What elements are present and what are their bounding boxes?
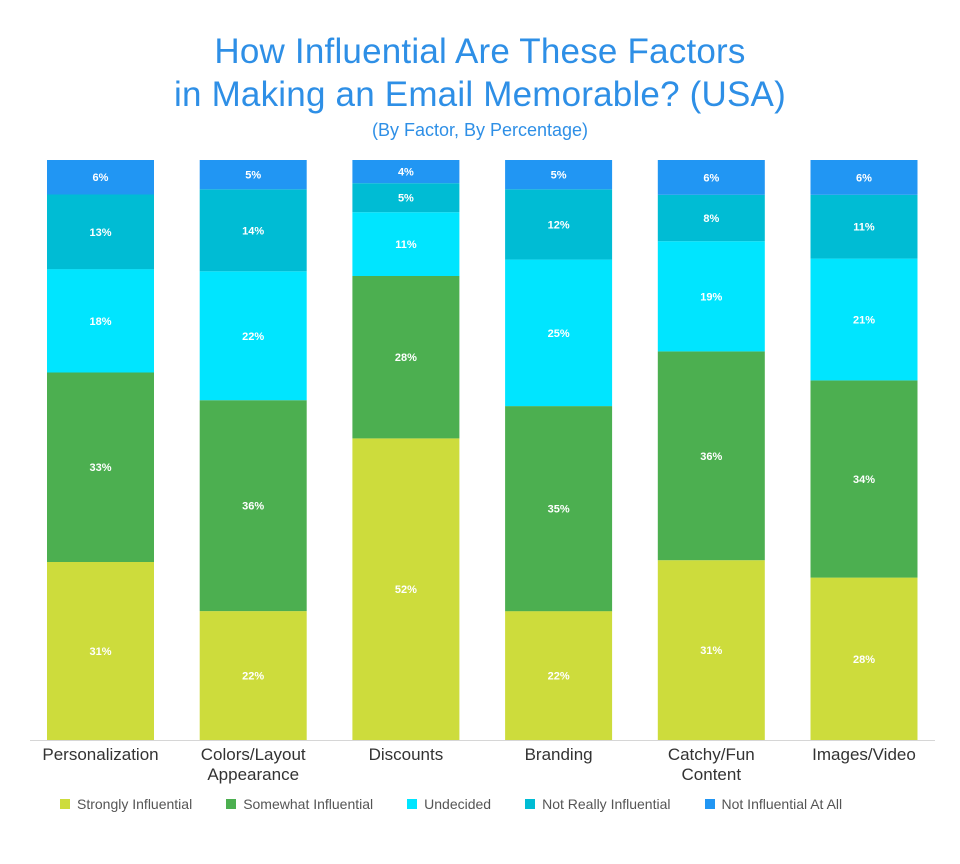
- data-label-discounts-not-really-influential: 5%: [398, 193, 414, 205]
- data-label-colors-layout-appearance-strongly-influential: 22%: [242, 671, 264, 683]
- bar-segment-images-video-not-really-influential: [810, 194, 918, 259]
- data-label-images-video-somewhat-influential: 34%: [853, 474, 875, 486]
- legend-label-somewhat-influential: Somewhat Influential: [243, 796, 374, 812]
- data-label-catchy-fun-content-not-influential-at-all: 6%: [703, 172, 719, 184]
- data-label-discounts-strongly-influential: 52%: [395, 584, 417, 596]
- chart-title-block: How Influential Are These Factors in Mak…: [0, 30, 960, 142]
- bar-segment-images-video-undecided: [810, 258, 918, 381]
- data-label-branding-strongly-influential: 22%: [548, 671, 570, 683]
- data-label-discounts-undecided: 11%: [395, 239, 417, 251]
- category-label-colors-layout-appearance-line-2: Appearance: [207, 765, 299, 784]
- data-label-personalization-not-influential-at-all: 6%: [93, 172, 109, 184]
- data-label-catchy-fun-content-strongly-influential: 31%: [700, 645, 722, 657]
- legend-item-not-really-influential: Not Really Influential: [525, 796, 671, 812]
- data-label-images-video-not-influential-at-all: 6%: [856, 172, 872, 184]
- legend-item-undecided: Undecided: [407, 796, 491, 812]
- bar-segment-discounts-undecided: [352, 212, 460, 276]
- legend-label-not-really-influential: Not Really Influential: [542, 796, 671, 812]
- data-label-catchy-fun-content-not-really-influential: 8%: [703, 213, 719, 225]
- bar-segment-discounts-not-influential-at-all: [352, 160, 460, 184]
- data-label-colors-layout-appearance-undecided: 22%: [242, 331, 264, 343]
- bar-segment-personalization-strongly-influential: [47, 562, 154, 740]
- bar-segment-branding-somewhat-influential: [505, 406, 613, 612]
- legend-item-not-influential-at-all: Not Influential At All: [704, 796, 843, 812]
- bar-segment-images-video-somewhat-influential: [810, 380, 918, 578]
- bar-segment-personalization-undecided: [47, 269, 154, 373]
- bar-segment-images-video-strongly-influential: [810, 577, 918, 740]
- data-label-branding-not-really-influential: 12%: [548, 219, 570, 231]
- legend-item-somewhat-influential: Somewhat Influential: [226, 796, 373, 812]
- bar-segment-personalization-not-really-influential: [47, 194, 154, 270]
- bar-segment-colors-layout-appearance-somewhat-influential: [199, 400, 307, 612]
- data-label-branding-undecided: 25%: [548, 328, 570, 340]
- bar-segment-colors-layout-appearance-not-really-influential: [199, 189, 307, 272]
- category-label-images-video: Images/Video: [812, 745, 916, 764]
- data-label-branding-somewhat-influential: 35%: [548, 504, 570, 516]
- legend-swatch-not-influential-at-all: [704, 799, 715, 809]
- chart-title-line-1: How Influential Are These Factors: [214, 32, 746, 71]
- data-label-images-video-strongly-influential: 28%: [853, 654, 875, 666]
- data-label-colors-layout-appearance-not-influential-at-all: 5%: [245, 170, 261, 182]
- data-label-branding-not-influential-at-all: 5%: [551, 170, 567, 182]
- bar-segment-catchy-fun-content-not-influential-at-all: [657, 160, 765, 195]
- bar-segment-personalization-somewhat-influential: [47, 372, 154, 562]
- bar-segment-catchy-fun-content-somewhat-influential: [657, 351, 765, 561]
- category-label-personalization: Personalization: [42, 745, 158, 764]
- bar-segment-images-video-not-influential-at-all: [810, 160, 918, 195]
- bar-segment-branding-strongly-influential: [505, 611, 613, 740]
- chart-legend: Strongly Influential Somewhat Influential…: [60, 796, 940, 812]
- legend-label-strongly-influential: Strongly Influential: [77, 796, 193, 812]
- bar-segment-discounts-strongly-influential: [352, 438, 460, 740]
- data-label-catchy-fun-content-somewhat-influential: 36%: [700, 451, 722, 463]
- data-label-discounts-somewhat-influential: 28%: [395, 352, 417, 364]
- legend-label-undecided: Undecided: [424, 796, 492, 812]
- data-label-personalization-strongly-influential: 31%: [89, 646, 111, 658]
- data-label-images-video-undecided: 21%: [853, 315, 875, 327]
- data-label-colors-layout-appearance-not-really-influential: 14%: [242, 225, 264, 237]
- data-label-personalization-somewhat-influential: 33%: [89, 462, 111, 474]
- data-label-catchy-fun-content-undecided: 19%: [700, 291, 722, 303]
- data-label-images-video-not-really-influential: 11%: [853, 222, 875, 234]
- legend-swatch-not-really-influential: [525, 799, 536, 809]
- legend-label-not-influential-at-all: Not Influential At All: [721, 796, 843, 812]
- bar-segment-branding-not-influential-at-all: [505, 160, 613, 190]
- legend-swatch-strongly-influential: [60, 799, 70, 809]
- data-label-colors-layout-appearance-somewhat-influential: 36%: [242, 501, 264, 513]
- bar-segment-discounts-somewhat-influential: [352, 276, 460, 439]
- category-label-branding: Branding: [525, 745, 593, 764]
- bar-segment-colors-layout-appearance-undecided: [199, 271, 307, 401]
- category-label-catchy-fun-content-line-2: Content: [682, 765, 742, 784]
- category-label-colors-layout-appearance-line-1: Colors/Layout: [201, 745, 306, 764]
- bar-segment-catchy-fun-content-not-really-influential: [657, 194, 765, 242]
- bar-segment-personalization-not-influential-at-all: [47, 160, 154, 195]
- bar-segment-discounts-not-really-influential: [352, 183, 460, 213]
- bar-segment-branding-undecided: [505, 259, 613, 407]
- bar-segment-catchy-fun-content-strongly-influential: [657, 560, 765, 740]
- stacked-bar-chart: 31% 33% 18% 13% 6% Personalization 22% 36% 22% 14…: [30, 160, 935, 784]
- chart-title-line-2: in Making an Email Memorable? (USA): [174, 75, 786, 114]
- legend-swatch-undecided: [407, 799, 418, 809]
- bar-segment-catchy-fun-content-undecided: [657, 241, 765, 352]
- bar-segment-colors-layout-appearance-strongly-influential: [199, 611, 307, 740]
- data-label-personalization-undecided: 18%: [89, 316, 111, 328]
- legend-item-strongly-influential: Strongly Influential: [60, 796, 192, 812]
- bar-segment-branding-not-really-influential: [505, 189, 613, 260]
- chart-subtitle: (By Factor, By Percentage): [371, 120, 589, 140]
- bar-segment-colors-layout-appearance-not-influential-at-all: [199, 160, 307, 190]
- category-label-catchy-fun-content-line-1: Catchy/Fun: [668, 745, 755, 764]
- legend-swatch-somewhat-influential: [226, 799, 237, 809]
- data-label-discounts-not-influential-at-all: 4%: [398, 167, 414, 179]
- data-label-personalization-not-really-influential: 13%: [89, 227, 111, 239]
- category-label-discounts: Discounts: [369, 745, 444, 764]
